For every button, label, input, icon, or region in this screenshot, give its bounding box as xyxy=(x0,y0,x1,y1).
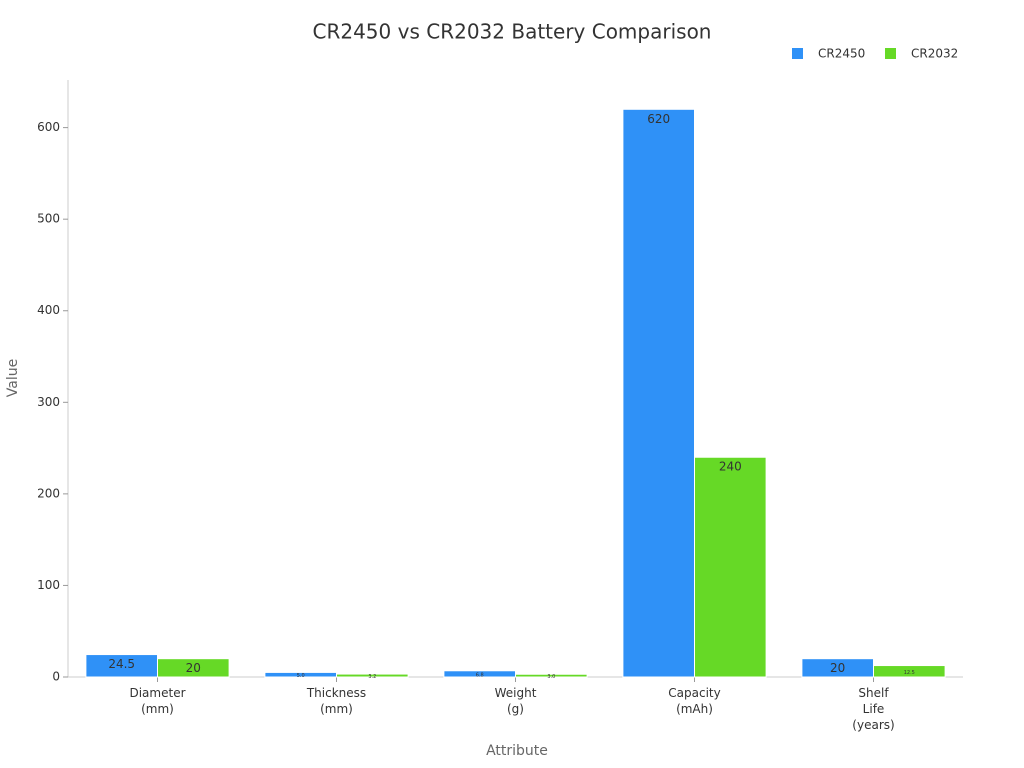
value-label: 6.8 xyxy=(476,672,484,678)
value-label: 20 xyxy=(186,661,201,675)
x-tick-label: Shelf Life (years) xyxy=(852,686,895,732)
x-axis-title: Attribute xyxy=(486,743,548,759)
legend-swatch xyxy=(885,48,896,59)
x-tick-label: Thickness (mm) xyxy=(306,686,367,716)
bar xyxy=(694,456,767,678)
y-tick-label: 100 xyxy=(37,578,60,592)
x-tick-label: Weight (g) xyxy=(494,686,537,716)
bar xyxy=(157,658,230,678)
value-label: 5.0 xyxy=(297,673,305,679)
y-tick-label: 500 xyxy=(37,212,60,226)
bar xyxy=(622,108,696,678)
bar xyxy=(336,673,409,678)
y-tick-label: 600 xyxy=(37,120,60,134)
chart-title: CR2450 vs CR2032 Battery Comparison xyxy=(313,20,712,44)
y-axis-title: Value xyxy=(5,359,21,397)
bar xyxy=(873,665,946,678)
y-tick-label: 300 xyxy=(37,395,60,409)
value-label: 20 xyxy=(830,661,845,675)
x-tick-label: Diameter (mm) xyxy=(129,686,186,716)
y-tick-label: 200 xyxy=(37,486,60,500)
value-label: 3.2 xyxy=(368,674,376,680)
legend-swatch xyxy=(792,48,803,59)
y-tick-label: 400 xyxy=(37,303,60,317)
value-label: 12.5 xyxy=(904,670,915,676)
value-label: 620 xyxy=(647,112,670,126)
value-label: 24.5 xyxy=(108,657,135,671)
value-label: 240 xyxy=(719,460,742,474)
legend-label: CR2450 xyxy=(818,47,865,61)
x-tick-label: Capacity (mAh) xyxy=(668,686,721,716)
bar xyxy=(515,673,588,678)
value-label: 3.0 xyxy=(547,674,555,680)
y-tick-label: 0 xyxy=(52,670,60,684)
legend-label: CR2032 xyxy=(911,47,958,61)
